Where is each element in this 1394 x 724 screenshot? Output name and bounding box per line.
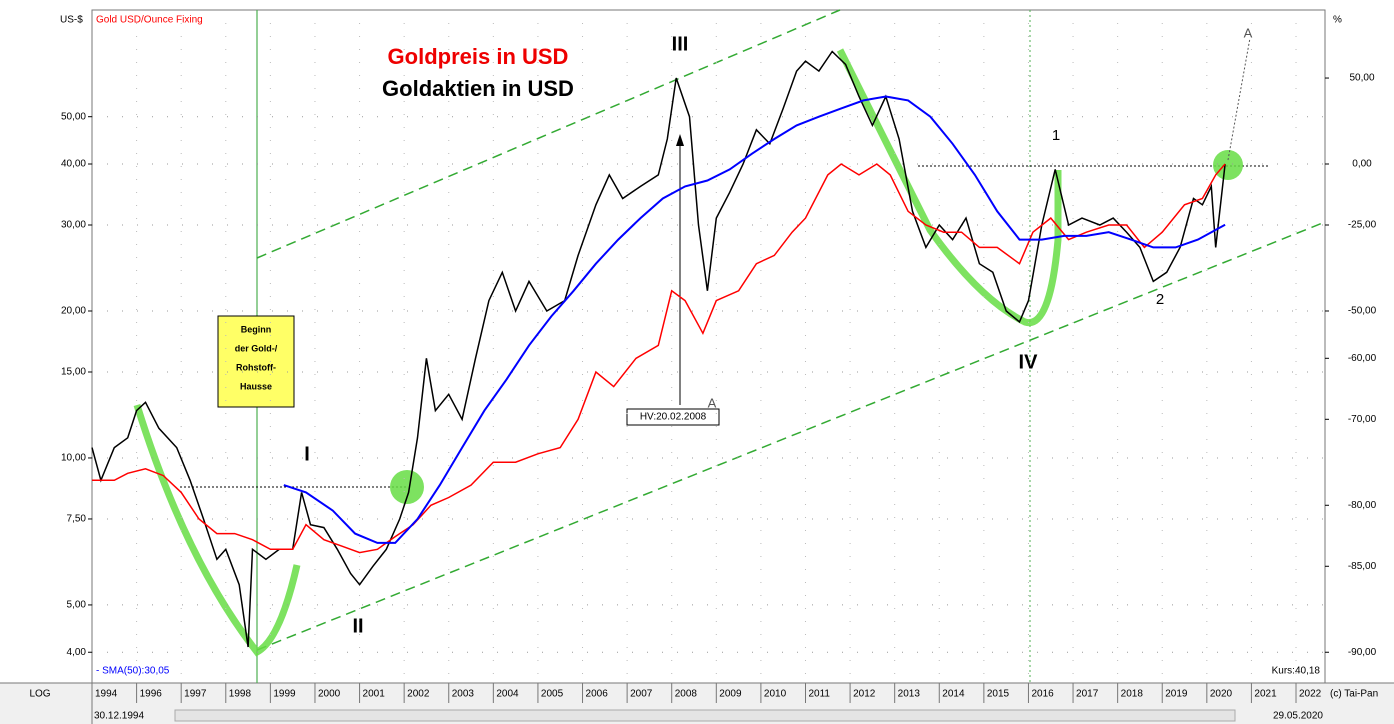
- y-tick-label: 30,00: [61, 220, 86, 231]
- y2-tick-label: -85,00: [1348, 561, 1377, 572]
- x-tick-label: 2013: [898, 689, 921, 700]
- plot: [91, 10, 1325, 683]
- y-tick-label: 7,50: [67, 514, 87, 525]
- x-tick-label: 2002: [407, 689, 430, 700]
- y-tick-label: 5,00: [67, 600, 87, 611]
- y2-tick-label: 50,00: [1349, 73, 1374, 84]
- x-tick-label: 2018: [1121, 689, 1144, 700]
- copyright: (c) Tai-Pan: [1330, 689, 1378, 700]
- y-tick-label: 15,00: [61, 367, 86, 378]
- legend-gold: Gold USD/Ounce Fixing: [96, 15, 203, 26]
- price-label: Kurs:40,18: [1272, 666, 1321, 677]
- y2-tick-label: -60,00: [1348, 353, 1377, 364]
- start-date: 30.12.1994: [94, 711, 144, 722]
- series-line: [92, 163, 1226, 554]
- x-tick-label: 2010: [764, 689, 787, 700]
- scrollbar[interactable]: [174, 709, 1236, 722]
- y2-tick-label: -25,00: [1348, 220, 1377, 231]
- note-text: Hausse: [240, 381, 272, 391]
- x-tick-label: 2012: [853, 689, 876, 700]
- y-axis-label: US-$: [60, 15, 83, 26]
- annotation: III: [672, 33, 689, 55]
- x-tick-label: 2017: [1076, 689, 1099, 700]
- note-text: der Gold-/: [235, 343, 278, 353]
- x-tick-label: 2005: [541, 689, 564, 700]
- annotation: I: [304, 443, 310, 465]
- y2-tick-label: -90,00: [1348, 647, 1377, 658]
- cycle-curve: [133, 403, 301, 657]
- x-tick-label: 2019: [1165, 689, 1188, 700]
- chart-title: Goldpreis in USD: [388, 44, 569, 69]
- x-tick-label: 1997: [184, 689, 207, 700]
- x-tick-label: 1994: [95, 689, 118, 700]
- sma-label: - SMA(50):30,05: [96, 666, 170, 677]
- x-tick-label: 2003: [452, 689, 475, 700]
- chart-subtitle: Goldaktien in USD: [382, 76, 574, 101]
- highlight: [390, 470, 424, 504]
- arrow-head: [676, 134, 684, 146]
- y2-axis-label: %: [1333, 15, 1342, 26]
- x-tick-label: 2006: [586, 689, 609, 700]
- end-date: 29.05.2020: [1273, 711, 1323, 722]
- x-tick-label: 2008: [675, 689, 698, 700]
- x-tick-label: 2001: [363, 689, 386, 700]
- annotation: A: [1244, 25, 1253, 40]
- x-tick-label: 2021: [1254, 689, 1277, 700]
- x-tick-label: 2004: [496, 689, 519, 700]
- x-tick-label: 2022: [1299, 689, 1322, 700]
- series-line: [91, 50, 1226, 648]
- x-tick-label: 2000: [318, 689, 341, 700]
- y2-tick-label: -50,00: [1348, 306, 1377, 317]
- annotation: A: [708, 395, 717, 410]
- note-text: Beginn: [241, 324, 272, 334]
- y-tick-label: 4,00: [67, 647, 87, 658]
- channel-line: [256, 9, 841, 259]
- x-tick-label: 1999: [273, 689, 296, 700]
- note-text: Rohstoff-: [236, 362, 276, 372]
- x-tick-label: 2007: [630, 689, 653, 700]
- y-tick-label: 50,00: [61, 111, 86, 122]
- y-tick-label: 40,00: [61, 159, 86, 170]
- y2-tick-label: -80,00: [1348, 500, 1377, 511]
- note-box: [217, 315, 295, 408]
- annotation: II: [352, 615, 363, 637]
- x-tick-label: 2020: [1210, 689, 1233, 700]
- y-tick-label: 10,00: [61, 453, 86, 464]
- x-tick-label: 2015: [987, 689, 1010, 700]
- y2-tick-label: -70,00: [1348, 414, 1377, 425]
- highlight: [1213, 150, 1243, 180]
- x-tick-label: 2011: [808, 689, 830, 700]
- x-tick-label: 2014: [942, 689, 965, 700]
- scale-mode: LOG: [29, 689, 50, 700]
- x-tick-label: 2009: [719, 689, 742, 700]
- x-tick-label: 1998: [229, 689, 252, 700]
- x-tick-label: 1996: [140, 689, 163, 700]
- x-tick-label: 2016: [1031, 689, 1054, 700]
- y-tick-label: 20,00: [61, 306, 86, 317]
- annotation: IV: [1019, 351, 1039, 373]
- y2-tick-label: 0,00: [1352, 159, 1372, 170]
- cycle-curve: [836, 48, 1062, 327]
- annotation: HV:20.02.2008: [640, 412, 707, 423]
- note-box: [626, 408, 720, 426]
- arrow: [1227, 37, 1251, 161]
- annotation: 2: [1156, 291, 1164, 308]
- series-line: [283, 95, 1226, 544]
- annotation: 1: [1052, 127, 1060, 144]
